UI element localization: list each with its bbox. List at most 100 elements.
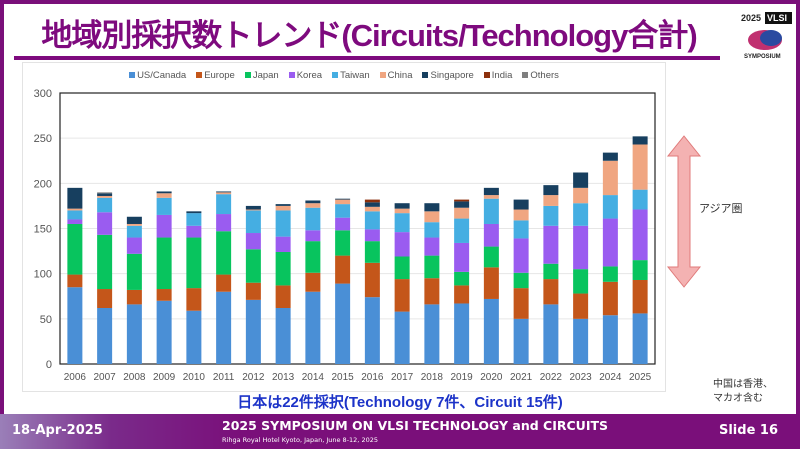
bar-segment-singapore-2020: [483, 187, 499, 196]
bar-segment-korea-2025: [632, 209, 648, 261]
bar-segment-singapore-2014: [305, 200, 321, 204]
logo-sub: SYMPOSIUM: [744, 54, 781, 60]
legend-item: Others: [522, 70, 559, 81]
bar-segment-taiwan-2009: [156, 197, 172, 215]
bar-segment-singapore-2025: [632, 136, 648, 145]
x-tick-label: 2015: [332, 372, 355, 383]
bar-segment-china-2011: [216, 192, 232, 195]
bar-segment-japan-2019: [454, 271, 470, 286]
bar-segment-japan-2008: [126, 253, 142, 290]
bar-segment-korea-2006: [67, 219, 83, 224]
bar-segment-singapore-2015: [335, 198, 351, 200]
bar-segment-singapore-2017: [394, 203, 410, 209]
legend-label: India: [491, 70, 513, 81]
bar-segment-korea-2009: [156, 214, 172, 238]
legend-swatch: [379, 72, 386, 78]
bar-segment-korea-2017: [394, 232, 410, 257]
y-tick-label: 200: [34, 178, 52, 190]
bar-segment-korea-2022: [543, 225, 559, 264]
bar-segment-korea-2008: [126, 237, 142, 254]
bar-segment-us-canada-2025: [632, 313, 648, 364]
bar-segment-us-canada-2009: [156, 300, 172, 364]
footer: 18-Apr-2025 2025 SYMPOSIUM ON VLSI TECHN…: [0, 414, 800, 449]
bar-segment-japan-2024: [602, 266, 618, 282]
bar-segment-europe-2021: [513, 288, 529, 319]
x-tick-label: 2020: [480, 372, 503, 383]
legend-swatch: [244, 72, 251, 78]
bar-segment-korea-2012: [245, 233, 261, 250]
bar-segment-singapore-2024: [602, 152, 618, 161]
bar-segment-taiwan-2007: [97, 197, 113, 213]
bar-segment-europe-2015: [335, 255, 351, 284]
bar-segment-china-2014: [305, 203, 321, 208]
title-underline: [14, 56, 720, 60]
bar-segment-korea-2020: [483, 223, 499, 247]
bar-segment-japan-2013: [275, 251, 291, 286]
bar-segment-singapore-2008: [126, 216, 142, 224]
bar-segment-europe-2010: [186, 288, 202, 311]
bar-segment-us-canada-2006: [67, 287, 83, 364]
bar-segment-japan-2025: [632, 260, 648, 280]
bar-segment-singapore-2019: [454, 201, 470, 208]
x-tick-label: 2016: [361, 372, 384, 383]
bar-segment-taiwan-2021: [513, 220, 529, 239]
bar-segment-europe-2006: [67, 274, 83, 288]
bar-segment-korea-2024: [602, 218, 618, 267]
x-tick-label: 2007: [94, 372, 117, 383]
bar-segment-china-2020: [483, 195, 499, 199]
bar-segment-us-canada-2011: [216, 291, 232, 364]
y-tick-label: 150: [34, 224, 52, 236]
bar-segment-taiwan-2020: [483, 198, 499, 224]
bar-segment-japan-2009: [156, 237, 172, 290]
bar-segment-europe-2011: [216, 274, 232, 292]
x-tick-label: 2008: [123, 372, 146, 383]
bar-segment-singapore-2010: [186, 211, 202, 214]
bar-segment-china-2024: [602, 160, 618, 196]
bar-segment-us-canada-2012: [245, 299, 261, 364]
bar-segment-europe-2009: [156, 289, 172, 301]
bar-segment-singapore-2009: [156, 191, 172, 194]
x-tick-label: 2012: [242, 372, 265, 383]
bar-segment-korea-2015: [335, 217, 351, 231]
plot-area-border: [59, 92, 656, 365]
bar-segment-europe-2007: [97, 289, 113, 308]
bar-segment-taiwan-2013: [275, 210, 291, 237]
logo-name: VLSI: [767, 13, 787, 23]
bar-segment-japan-2016: [364, 241, 380, 263]
legend-label: Japan: [252, 70, 279, 81]
bar-segment-china-2019: [454, 207, 470, 219]
asia-arrow-icon: [666, 135, 702, 288]
x-tick-label: 2017: [391, 372, 414, 383]
japan-note: 日本は22件採択(Technology 7件、Circuit 15件): [237, 394, 563, 411]
legend-item: India: [483, 70, 513, 81]
bar-segment-singapore-2018: [424, 203, 440, 212]
bar-segment-china-2017: [394, 208, 410, 214]
legend-item: Japan: [244, 70, 279, 81]
bar-segment-taiwan-2016: [364, 211, 380, 230]
stacked-bar-chart: 0 50 100 150 200 250 300 2006 2007 2008 2009 2010 20…: [34, 88, 656, 383]
bar-segment-us-canada-2019: [454, 303, 470, 364]
bar-segment-singapore-2012: [245, 205, 261, 210]
bar-segment-taiwan-2023: [573, 203, 589, 226]
chart-legend: US/Canada Europe Japan Korea Taiwan China Sing…: [23, 70, 665, 81]
bar-segment-europe-2017: [394, 279, 410, 312]
bar-segment-taiwan-2015: [335, 204, 351, 218]
x-tick-label: 2011: [213, 372, 235, 383]
bar-segment-singapore-2011: [216, 191, 232, 193]
bar-segment-korea-2010: [186, 225, 202, 238]
bar-segment-us-canada-2008: [126, 304, 142, 364]
vlsi-logo: 2025 VLSI SYMPOSIUM: [741, 12, 792, 60]
bar-segment-singapore-2013: [275, 204, 291, 206]
bar-segment-japan-2006: [67, 223, 83, 275]
legend-item: Singapore: [422, 70, 474, 81]
bar-segment-us-canada-2010: [186, 310, 202, 364]
bar-segment-japan-2020: [483, 246, 499, 268]
bar-segment-china-2008: [126, 223, 142, 226]
bar-segment-japan-2012: [245, 249, 261, 283]
bar-segment-singapore-2016: [364, 202, 380, 207]
bar-segment-china-2021: [513, 209, 529, 221]
y-tick-label: 0: [46, 359, 52, 371]
legend-label: Taiwan: [340, 70, 370, 81]
slide-number: Slide 16: [718, 423, 778, 438]
bar-segment-europe-2018: [424, 278, 440, 305]
